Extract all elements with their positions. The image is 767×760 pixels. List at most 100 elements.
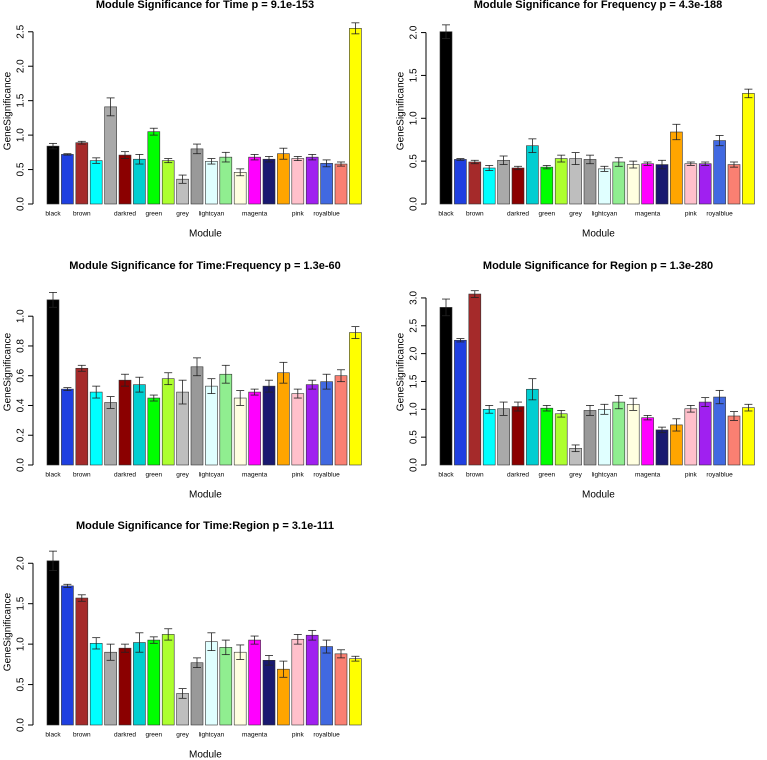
bar [262,660,276,726]
bar [626,164,640,205]
bar [305,156,319,205]
error-bar [629,160,638,169]
error-bar [92,385,101,399]
error-bar [193,143,201,155]
y-tick-label: 1.5 [16,596,27,610]
y-tick-label: 1.5 [409,68,420,82]
x-tick-label: magenta [242,211,268,218]
error-bar [442,24,450,39]
x-tick-label: pink [292,472,305,479]
x-tick-label: green [145,472,162,479]
bar [89,391,103,466]
bar [118,154,132,205]
error-bar [121,643,129,653]
x-tick-label: royalblue [313,472,340,479]
x-tick-label: green [538,211,555,218]
error-bar [106,97,115,117]
error-bar [337,369,345,383]
bar [439,31,453,205]
bar [526,145,539,205]
y-tick-label: 2.5 [409,318,420,332]
bar [511,167,525,205]
y-axis-label: GeneSignificance [3,332,14,411]
bar [75,142,89,205]
x-tick-label: brown [73,211,91,218]
bar [583,159,597,205]
bar [349,658,362,726]
bar [147,397,161,466]
x-tick-label: royalblue [706,472,733,479]
error-bar [279,660,288,678]
x-tick-label: brown [466,211,484,218]
bar [742,407,755,466]
error-bar [715,135,724,147]
bar [291,393,305,466]
error-bar [193,657,201,668]
error-bar [322,373,331,390]
bar [454,339,467,466]
bar [320,381,333,466]
chart-title: Module Significance for Time:Region p = … [76,520,334,532]
bar [61,388,74,466]
x-tick-label: green [538,472,555,479]
bar [554,158,568,205]
error-bar [308,153,317,161]
y-axis-label: GeneSignificance [3,71,14,150]
x-tick-label: lightcyan [592,211,618,218]
bar [118,647,132,726]
bar [305,384,319,466]
x-tick-label: grey [569,211,582,218]
error-bar [701,397,710,407]
chart-title: Module Significance for Time p = 9.1e-15… [96,0,314,11]
y-tick-label: 0.8 [16,339,27,353]
bar [75,597,89,726]
error-bar [730,161,738,168]
error-bar [744,403,753,412]
x-tick-label: darkred [114,732,136,739]
bar [684,408,698,466]
error-bar [178,688,187,699]
error-bar [470,290,479,298]
bar [46,145,60,205]
bar [133,384,146,466]
bar [727,164,741,205]
y-axis-label: GeneSignificance [396,71,407,150]
bar [161,634,175,726]
error-bar [586,405,594,416]
y-tick-label: 2.0 [409,25,420,39]
x-tick-label: lightcyan [592,472,618,479]
x-tick-label: black [45,732,61,739]
bar [46,560,60,726]
error-bar [92,157,101,164]
bar [670,131,683,205]
bar [454,159,467,205]
y-axis-label: GeneSignificance [396,332,407,411]
bar [698,163,712,205]
error-bar [643,415,652,421]
y-tick-label: 1.5 [409,374,420,388]
x-tick-label: black [45,211,61,218]
x-tick-label: grey [176,472,189,479]
x-tick-label: royalblue [313,732,340,739]
error-bar [221,364,230,384]
bar [742,93,755,205]
error-bar [279,147,288,160]
error-bar [456,338,465,343]
bar [46,299,60,466]
error-bar [442,298,450,317]
x-axis-label: Module [582,490,615,501]
bar [75,367,89,466]
x-tick-label: pink [292,732,305,739]
y-tick-label: 1.0 [16,128,27,142]
error-bar [77,594,86,602]
y-axis-label: GeneSignificance [3,592,14,671]
bar [233,172,247,205]
x-axis-label: Module [582,229,615,240]
bar [277,372,290,466]
error-bar [164,372,173,386]
panel: Module Significance for Time:Region p = … [3,520,362,760]
bar [482,167,496,205]
error-bar [178,379,187,405]
y-tick-label: 0.2 [16,428,27,442]
error-bar [672,418,681,432]
